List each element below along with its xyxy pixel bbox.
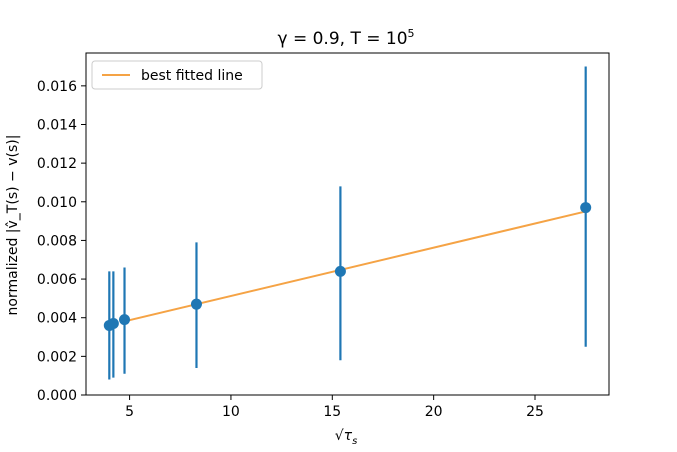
x-axis-label-main: τ — [344, 428, 353, 444]
chart-title-main: γ = 0.9, T = 10 — [277, 29, 407, 49]
plot-frame — [85, 52, 610, 396]
y-tick-label: 0.000 — [37, 388, 77, 404]
data-point — [580, 202, 592, 214]
legend: best fitted line — [91, 60, 263, 90]
y-tick-label: 0.006 — [37, 272, 77, 288]
x-axis-label: √τs — [335, 428, 358, 447]
y-axis-label: normalized |v̂_T(s) − v(s)| — [5, 135, 21, 316]
y-tick-label: 0.014 — [37, 117, 77, 133]
y-tick-label: 0.008 — [37, 233, 77, 249]
x-tick-label: 15 — [323, 404, 341, 420]
y-tick-label: 0.004 — [37, 311, 77, 327]
plot-area — [103, 66, 592, 380]
chart-title: γ = 0.9, T = 105 — [277, 27, 414, 49]
x-tick-label: 25 — [526, 404, 544, 420]
data-point — [190, 298, 202, 310]
data-point — [107, 318, 119, 330]
x-axis-label-subscript: s — [352, 436, 357, 447]
y-tick-label: 0.016 — [37, 79, 77, 95]
axes: 5 10 15 20 25 0.000 0.002 0.004 0.006 0.008 0.010 0… — [37, 52, 610, 420]
data-point — [119, 314, 131, 326]
x-tick-label: 10 — [222, 404, 240, 420]
x-axis-label-radical: √ — [335, 428, 344, 444]
data-point — [334, 265, 346, 277]
legend-label-best-fitted-line: best fitted line — [141, 68, 243, 84]
y-tick-label: 0.002 — [37, 349, 77, 365]
x-tick-label: 5 — [125, 404, 134, 420]
x-tick-label: 20 — [425, 404, 443, 420]
y-tick-label: 0.012 — [37, 156, 77, 172]
chart-title-superscript: 5 — [408, 27, 415, 40]
y-tick-label: 0.010 — [37, 195, 77, 211]
legend-box — [91, 60, 263, 90]
